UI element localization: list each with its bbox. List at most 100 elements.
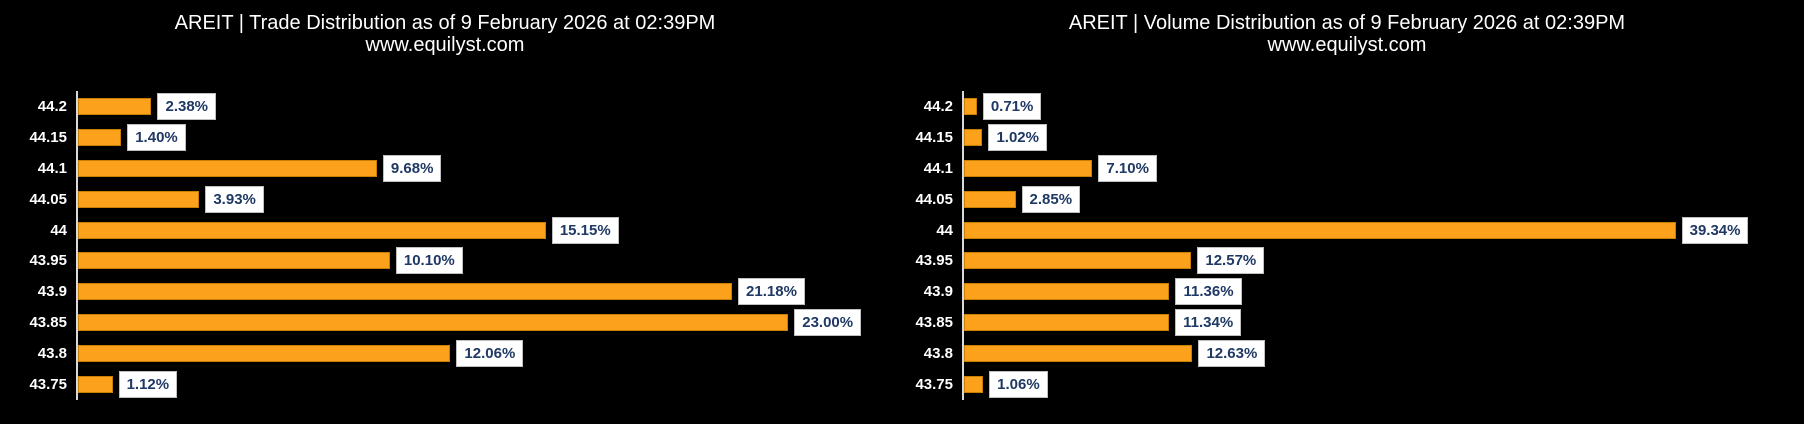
data-label: 11.36% bbox=[1175, 278, 1242, 306]
bar bbox=[964, 159, 1093, 177]
data-label: 11.34% bbox=[1175, 309, 1242, 337]
bar-row: 44.05 3.93% bbox=[0, 183, 850, 215]
data-label: 39.34% bbox=[1681, 216, 1749, 244]
bar-row: 44.1 7.10% bbox=[890, 152, 1778, 184]
data-label: 1.12% bbox=[118, 370, 178, 398]
bar-row: 44 15.15% bbox=[0, 214, 850, 246]
chart-header: AREIT | Trade Distribution as of 9 Febru… bbox=[0, 0, 890, 56]
data-label: 10.10% bbox=[395, 247, 463, 275]
bar bbox=[964, 221, 1676, 239]
volume-distribution-chart: AREIT | Volume Distribution as of 9 Febr… bbox=[890, 0, 1804, 424]
bar bbox=[78, 190, 200, 208]
y-axis-tick-label: 44.05 bbox=[915, 190, 953, 208]
bar-row: 44.15 1.02% bbox=[890, 121, 1778, 153]
data-label: 1.02% bbox=[988, 123, 1047, 151]
y-axis-tick-label: 44 bbox=[50, 221, 67, 239]
y-axis-tick-label: 44.15 bbox=[915, 128, 953, 146]
bar-track: 39.34% bbox=[962, 214, 1778, 246]
data-label: 12.06% bbox=[456, 340, 524, 368]
trade-distribution-chart: AREIT | Trade Distribution as of 9 Febru… bbox=[0, 0, 890, 424]
bar-track: 23.00% bbox=[76, 307, 862, 339]
data-label: 12.63% bbox=[1198, 340, 1266, 368]
bar-track: 0.71% bbox=[962, 91, 1778, 122]
bar bbox=[964, 128, 983, 146]
bar-track: 11.34% bbox=[962, 307, 1778, 339]
y-axis-tick-label: 44 bbox=[936, 221, 953, 239]
bar-track: 2.38% bbox=[76, 91, 850, 122]
bar-row: 44 39.34% bbox=[890, 214, 1778, 246]
bar bbox=[78, 314, 789, 332]
data-label: 9.68% bbox=[382, 154, 442, 182]
chart-title: AREIT | Volume Distribution as of 9 Febr… bbox=[1068, 12, 1626, 34]
bar-track: 12.57% bbox=[962, 245, 1778, 277]
y-axis-tick-label: 44.05 bbox=[29, 190, 67, 208]
bar-row: 43.9 21.18% bbox=[0, 276, 850, 308]
chart-subtitle: www.equilyst.com bbox=[1267, 34, 1427, 56]
bar-row: 43.85 23.00% bbox=[0, 307, 862, 339]
y-axis-tick-label: 43.95 bbox=[29, 252, 67, 270]
bar-row: 43.75 1.12% bbox=[0, 369, 850, 400]
data-label: 1.40% bbox=[127, 123, 186, 151]
bar-track: 1.06% bbox=[962, 369, 1778, 400]
bar-track: 9.68% bbox=[76, 152, 850, 184]
y-axis-tick-label: 43.85 bbox=[915, 314, 953, 332]
bar bbox=[78, 283, 733, 301]
data-label: 15.15% bbox=[551, 216, 619, 244]
y-axis-tick-label: 44.1 bbox=[37, 159, 67, 177]
bar-track: 12.06% bbox=[76, 338, 850, 370]
data-label: 0.71% bbox=[982, 92, 1042, 120]
y-axis-tick-label: 44.15 bbox=[29, 128, 67, 146]
chart-title: AREIT | Trade Distribution as of 9 Febru… bbox=[174, 12, 716, 34]
data-label: 2.38% bbox=[157, 92, 217, 120]
chart-header: AREIT | Volume Distribution as of 9 Febr… bbox=[890, 0, 1804, 56]
bar bbox=[964, 345, 1193, 363]
bar bbox=[964, 283, 1170, 301]
y-axis-tick-label: 43.8 bbox=[37, 345, 67, 363]
y-axis-tick-label: 43.85 bbox=[29, 314, 67, 332]
data-label: 21.18% bbox=[738, 278, 805, 306]
bar bbox=[964, 252, 1192, 270]
y-axis-tick-label: 43.9 bbox=[923, 283, 953, 301]
y-axis-tick-label: 43.8 bbox=[923, 345, 953, 363]
data-label: 3.93% bbox=[205, 185, 264, 213]
bar-row: 43.95 12.57% bbox=[890, 245, 1778, 277]
y-axis-tick-label: 43.75 bbox=[915, 375, 953, 393]
bar bbox=[964, 97, 977, 115]
bar bbox=[78, 345, 451, 363]
bar-track: 21.18% bbox=[76, 276, 850, 308]
bar bbox=[78, 375, 113, 393]
bar-row: 43.8 12.63% bbox=[890, 338, 1778, 370]
bar-row: 43.85 11.34% bbox=[890, 307, 1778, 339]
bar-row: 43.75 1.06% bbox=[890, 369, 1778, 400]
bar-row: 44.15 1.40% bbox=[0, 121, 850, 153]
bar-track: 12.63% bbox=[962, 338, 1778, 370]
bar-track: 10.10% bbox=[76, 245, 850, 277]
plot-area: 44.2 0.71% 44.15 1.02% 44.1 7.10% 44.05 2.85% 44… bbox=[890, 91, 1804, 400]
bar-track: 2.85% bbox=[962, 183, 1778, 215]
bar bbox=[964, 314, 1170, 332]
bar-track: 1.12% bbox=[76, 369, 850, 400]
y-axis-tick-label: 43.9 bbox=[37, 283, 67, 301]
bar-track: 15.15% bbox=[76, 214, 850, 246]
bar bbox=[78, 221, 546, 239]
bar-track: 1.40% bbox=[76, 121, 850, 153]
bar-row: 43.8 12.06% bbox=[0, 338, 850, 370]
bar-row: 43.9 11.36% bbox=[890, 276, 1778, 308]
bar bbox=[964, 375, 984, 393]
bar-row: 44.2 2.38% bbox=[0, 91, 850, 122]
bar bbox=[964, 190, 1016, 208]
y-axis-tick-label: 43.95 bbox=[915, 252, 953, 270]
chart-subtitle: www.equilyst.com bbox=[365, 34, 525, 56]
data-label: 1.06% bbox=[989, 370, 1048, 398]
bar bbox=[78, 128, 122, 146]
bar-row: 44.2 0.71% bbox=[890, 91, 1778, 122]
data-label: 12.57% bbox=[1197, 247, 1265, 275]
bar-track: 11.36% bbox=[962, 276, 1778, 308]
bar bbox=[78, 159, 377, 177]
data-label: 23.00% bbox=[794, 309, 862, 337]
bar-track: 7.10% bbox=[962, 152, 1778, 184]
bar bbox=[78, 252, 390, 270]
y-axis-tick-label: 44.1 bbox=[923, 159, 953, 177]
y-axis-tick-label: 43.75 bbox=[29, 375, 67, 393]
